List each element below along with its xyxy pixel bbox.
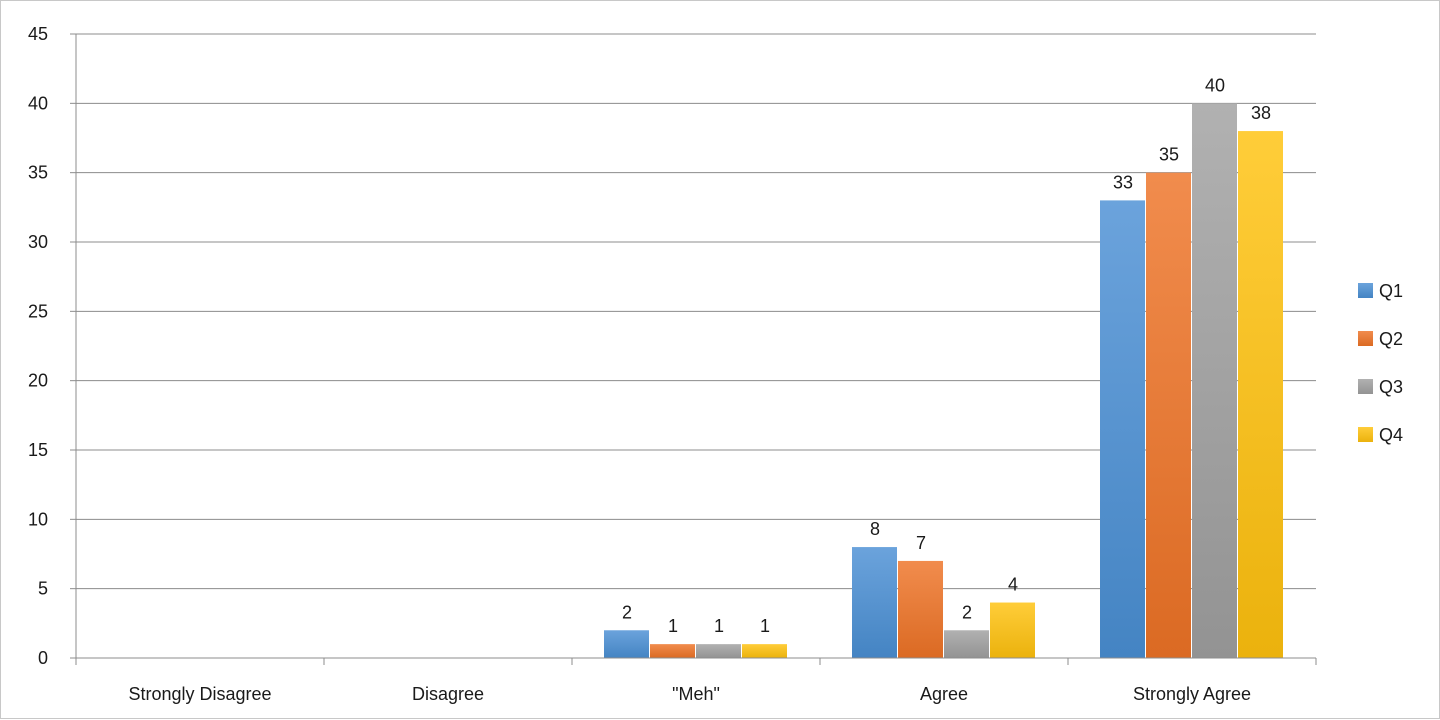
data-label-q3-agree: 2: [962, 602, 972, 622]
x-tick-label-strongly-disagree: Strongly Disagree: [128, 684, 271, 704]
data-label-q2-meh: 1: [668, 616, 678, 636]
legend-swatch-q2: [1358, 331, 1373, 346]
y-tick-label: 40: [28, 93, 48, 113]
legend-swatch-q1: [1358, 283, 1373, 298]
x-tick-label-meh: "Meh": [672, 684, 720, 704]
bar-q2-agree: [898, 560, 943, 658]
y-tick-label: 5: [38, 579, 48, 599]
x-tick-label-strongly-agree: Strongly Agree: [1133, 684, 1251, 704]
y-tick-label: 35: [28, 163, 48, 183]
data-label-q4-meh: 1: [760, 616, 770, 636]
axes: 0 5 10 15 20 25 30 35 40 45 Strongly Disagree Disag…: [28, 24, 1317, 704]
bar-q1-meh: [604, 630, 649, 658]
data-label-q2-agree: 7: [916, 533, 926, 553]
bar-q4-meh: [742, 644, 787, 658]
y-tick-label: 0: [38, 648, 48, 668]
bar-q4-strongly-agree: [1238, 131, 1283, 659]
legend-swatch-q3: [1358, 379, 1373, 394]
data-label-q3-meh: 1: [714, 616, 724, 636]
data-label-q3-strongly-agree: 40: [1205, 75, 1225, 95]
bar-q2-meh: [650, 644, 695, 658]
legend-label-q3: Q3: [1379, 377, 1403, 397]
y-tick-label: 30: [28, 232, 48, 252]
bar-q3-meh: [696, 644, 741, 658]
data-label-q4-agree: 4: [1008, 575, 1018, 595]
legend-label-q2: Q2: [1379, 329, 1403, 349]
data-label-q4-strongly-agree: 38: [1251, 103, 1271, 123]
bar-q3-agree: [944, 630, 989, 658]
data-label-q2-strongly-agree: 35: [1159, 145, 1179, 165]
x-tick-label-agree: Agree: [920, 684, 968, 704]
bar-q1-agree: [852, 547, 897, 658]
data-labels: 2 1 1 1 8 7 2 4 33 35 40 38: [622, 75, 1271, 636]
bar-q3-strongly-agree: [1192, 103, 1237, 659]
y-tick-label: 15: [28, 440, 48, 460]
bar-q2-strongly-agree: [1146, 172, 1191, 658]
y-tick-label: 20: [28, 371, 48, 391]
legend-label-q1: Q1: [1379, 281, 1403, 301]
y-tick-label: 45: [28, 24, 48, 44]
y-tick-label: 10: [28, 509, 48, 529]
bars: [604, 103, 1283, 659]
y-tick-label: 25: [28, 301, 48, 321]
data-label-q1-strongly-agree: 33: [1113, 172, 1133, 192]
bar-q1-strongly-agree: [1100, 200, 1145, 658]
data-label-q1-agree: 8: [870, 519, 880, 539]
data-label-q1-meh: 2: [622, 602, 632, 622]
gridlines: [76, 33, 1316, 590]
bar-q4-agree: [990, 602, 1035, 658]
legend-swatch-q4: [1358, 427, 1373, 442]
x-tick-label-disagree: Disagree: [412, 684, 484, 704]
legend-label-q4: Q4: [1379, 425, 1403, 445]
legend: Q1 Q2 Q3 Q4: [1358, 281, 1403, 445]
